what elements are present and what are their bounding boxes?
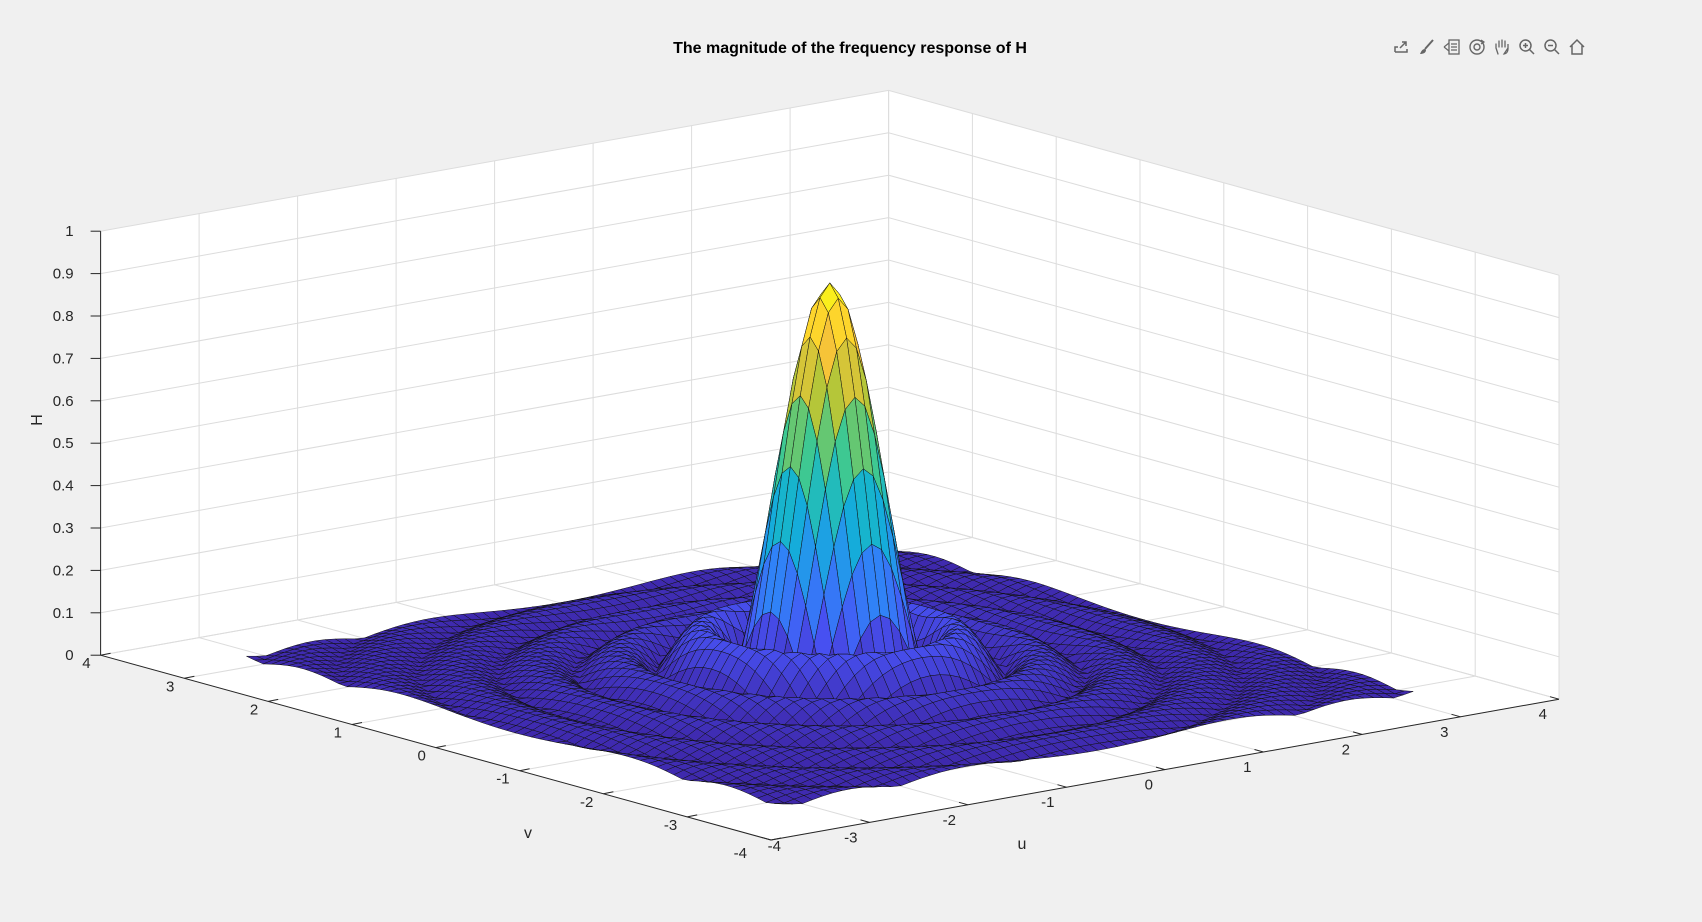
y-tick-label: 2 xyxy=(250,701,258,718)
z-axis-label: H xyxy=(29,414,46,426)
z-tick-label: 0.6 xyxy=(53,393,74,410)
y-tick-label: -3 xyxy=(664,817,677,834)
x-axis-label: u xyxy=(1018,836,1027,853)
x-tick-label: 3 xyxy=(1440,724,1448,741)
zoom-in-icon xyxy=(1517,37,1537,57)
y-tick-label: 1 xyxy=(334,725,342,742)
home-button[interactable] xyxy=(1565,35,1589,59)
x-tick-label: 1 xyxy=(1243,759,1251,776)
pan-button[interactable] xyxy=(1490,35,1514,59)
export-icon xyxy=(1392,37,1412,57)
export-button[interactable] xyxy=(1390,35,1414,59)
x-tick-label: -4 xyxy=(734,845,747,862)
z-tick-label: 0.1 xyxy=(53,605,74,622)
z-tick-label: 0 xyxy=(65,647,73,664)
home-icon xyxy=(1567,37,1587,57)
x-tick-label: 2 xyxy=(1342,741,1350,758)
pan-icon xyxy=(1492,37,1512,57)
brush-button[interactable] xyxy=(1415,35,1439,59)
z-tick-label: 1 xyxy=(65,223,73,240)
z-tick-label: 0.9 xyxy=(53,266,74,283)
y-tick-label: -2 xyxy=(580,794,593,811)
y-tick-label: -4 xyxy=(768,838,781,855)
datatip-button[interactable] xyxy=(1440,35,1464,59)
z-tick-label: 0.2 xyxy=(53,562,74,579)
z-tick-label: 0.8 xyxy=(53,308,74,325)
x-tick-label: -1 xyxy=(1041,794,1054,811)
x-tick-label: 4 xyxy=(1539,706,1547,723)
axes-toolbar xyxy=(1390,34,1589,60)
brush-icon xyxy=(1417,37,1437,57)
z-tick-label: 0.5 xyxy=(53,435,74,452)
zoom-out-button[interactable] xyxy=(1540,35,1564,59)
z-tick-label: 0.4 xyxy=(53,478,74,495)
y-tick-label: 4 xyxy=(82,655,90,672)
y-tick-label: 3 xyxy=(166,678,174,695)
z-tick-label: 0.7 xyxy=(53,350,74,367)
rotate-button[interactable] xyxy=(1465,35,1489,59)
y-tick-label: -1 xyxy=(496,771,509,788)
zoom-in-button[interactable] xyxy=(1515,35,1539,59)
datatip-icon xyxy=(1442,37,1462,57)
x-tick-label: -2 xyxy=(943,812,956,829)
x-tick-label: 0 xyxy=(1145,777,1153,794)
zoom-out-icon xyxy=(1542,37,1562,57)
chart-title: The magnitude of the frequency response … xyxy=(673,40,1027,57)
y-tick-label: 0 xyxy=(417,748,425,765)
x-tick-label: -3 xyxy=(844,829,857,846)
rotate-3d-icon xyxy=(1467,37,1487,57)
z-tick-label: 0.3 xyxy=(53,520,74,537)
y-axis-label: v xyxy=(524,825,532,842)
